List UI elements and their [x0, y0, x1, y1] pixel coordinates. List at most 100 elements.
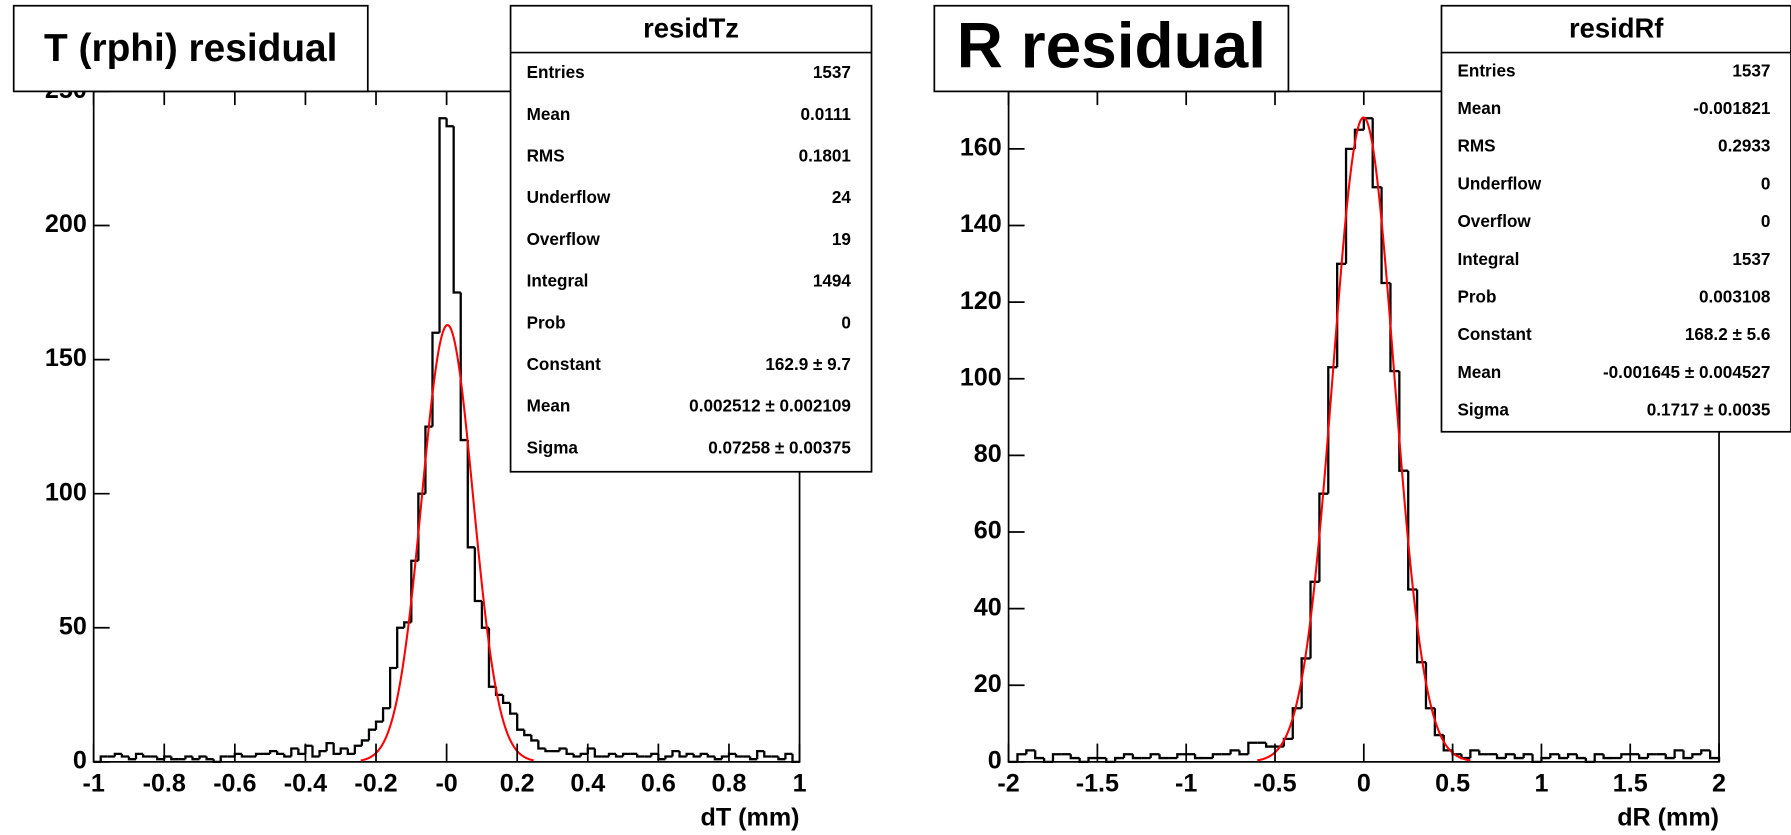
stats-label: Mean: [1457, 98, 1501, 118]
x-tick-label: -2: [997, 769, 1019, 797]
stats-label: Prob: [527, 312, 566, 332]
x-axis-label: dR (mm): [1617, 804, 1719, 832]
histogram-bin: [1336, 262, 1347, 368]
histogram-bin: [346, 748, 355, 755]
histogram-bin: [1238, 750, 1249, 756]
stats-value: 19: [832, 229, 851, 249]
histogram-bin: [290, 747, 299, 757]
title-box: [933, 4, 1290, 93]
stats-label: Overflow: [527, 229, 601, 249]
histogram-bin: [777, 756, 786, 761]
histogram-bin: [134, 752, 144, 760]
histogram-bin: [325, 741, 334, 752]
histogram-bin: [1593, 753, 1604, 762]
stats-label: Underflow: [1457, 173, 1541, 193]
histogram-bin: [1087, 756, 1098, 762]
histogram-bin: [1637, 754, 1648, 760]
histogram-bin: [297, 748, 306, 755]
histogram-bin: [1105, 758, 1116, 764]
histogram-bin: [1575, 754, 1586, 760]
histogram-bin: [1646, 753, 1657, 759]
histogram-bin: [713, 756, 722, 761]
histogram-bin: [1566, 753, 1577, 759]
histogram-bin: [685, 752, 694, 757]
y-tick-label: 100: [960, 363, 1002, 391]
stats-label: Integral: [1457, 249, 1519, 269]
histogram-bin: [198, 755, 207, 760]
x-tick-label: 1.5: [1613, 769, 1648, 797]
stats-label: RMS: [1457, 136, 1495, 156]
histogram-bin: [1051, 753, 1062, 762]
histogram-bin: [565, 748, 574, 755]
histogram-bin: [367, 728, 377, 741]
x-tick-label: -0.5: [1253, 769, 1296, 797]
histogram-bin: [699, 752, 708, 757]
stats-label: Mean: [1457, 362, 1501, 382]
histogram-bin: [1034, 750, 1045, 760]
histogram-bin: [1513, 754, 1524, 760]
histogram-bin: [671, 750, 680, 757]
histogram-bin: [1114, 756, 1125, 762]
y-tick-label: 120: [960, 287, 1002, 315]
y-tick-label: 20: [974, 670, 1002, 698]
x-tick-label: 0.6: [641, 769, 676, 797]
x-axis-label: dT (mm): [701, 804, 800, 832]
histogram-bin: [791, 753, 800, 764]
histogram-bin: [205, 756, 214, 761]
histogram-bin: [1229, 749, 1240, 755]
histogram-bin: [1691, 753, 1702, 759]
histogram-bin: [438, 117, 447, 333]
stats-value: 0: [1761, 173, 1771, 193]
histogram-bin: [1016, 753, 1027, 762]
histogram-bin: [756, 750, 765, 760]
histogram-bin: [374, 720, 384, 730]
x-tick-label: 2: [1712, 769, 1726, 797]
histogram-bin: [459, 292, 468, 442]
histogram-bin: [1469, 749, 1480, 759]
stats-label: Sigma: [527, 437, 579, 457]
histogram-bin: [1504, 753, 1515, 759]
histogram-bin: [156, 756, 165, 761]
histogram-bin: [1389, 282, 1400, 373]
histogram-bin: [1549, 753, 1560, 759]
histogram-bin: [1602, 754, 1613, 760]
chart-title: T (rphi) residual: [44, 27, 337, 70]
stats-value: 0.1801: [799, 146, 852, 166]
histogram-bin: [99, 755, 108, 762]
histogram-bin: [1620, 753, 1631, 759]
histogram-bin: [706, 753, 715, 758]
x-tick-label: -0.6: [213, 769, 256, 797]
y-tick-label: 60: [974, 517, 1002, 545]
histogram-bin: [784, 752, 793, 760]
stats-value: 0.2933: [1718, 136, 1770, 156]
histogram-bin: [360, 739, 369, 746]
histogram-bin: [650, 752, 659, 757]
fit-curve: [1257, 116, 1471, 762]
histogram-bin: [678, 751, 687, 758]
stats-value: 0.07258 ± 0.00375: [708, 437, 851, 457]
histogram-bin: [1309, 580, 1320, 659]
y-tick-label: 0: [988, 747, 1002, 775]
histogram-bin: [268, 750, 278, 754]
histogram-bin: [1522, 753, 1533, 759]
histogram-bin: [1531, 754, 1542, 764]
x-tick-label: -0.8: [143, 769, 186, 797]
histogram-bin: [254, 752, 264, 757]
histogram-bin: [1264, 742, 1276, 748]
histogram-bin: [572, 753, 581, 758]
x-tick-label: -0: [435, 769, 457, 797]
y-tick-label: 200: [45, 210, 87, 238]
histogram-bin: [501, 694, 511, 705]
histogram-bin: [1176, 753, 1187, 759]
histogram-bin: [1682, 750, 1693, 760]
histogram-bin: [424, 425, 433, 494]
histogram-bin: [332, 743, 341, 755]
histogram-bin: [1158, 754, 1169, 760]
histogram-bin: [664, 755, 673, 760]
histogram-bin: [1300, 657, 1311, 709]
stats-value: -0.001821: [1693, 98, 1771, 118]
stats-box: [1440, 4, 1791, 433]
x-tick-label: 0.4: [570, 769, 605, 797]
histogram-bin: [558, 747, 567, 752]
